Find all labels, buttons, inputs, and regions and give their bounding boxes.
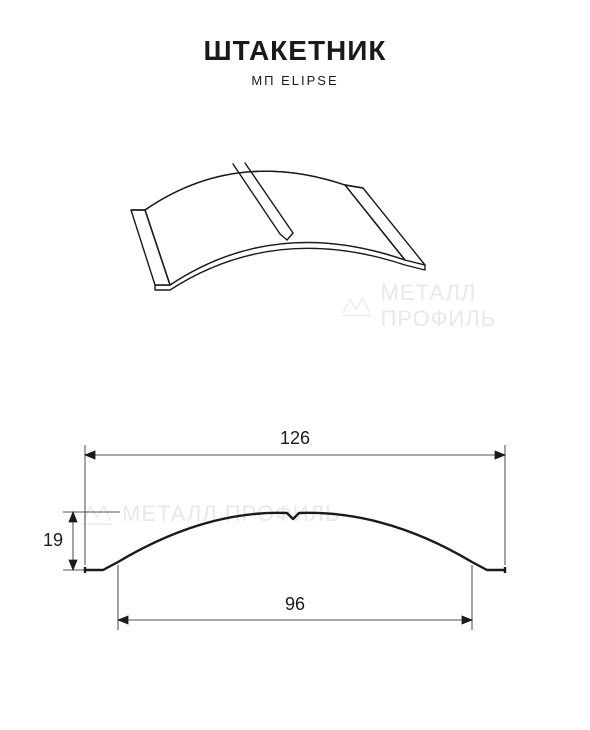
dimension-inner-width: 96 <box>285 594 305 615</box>
dimension-overall-width: 126 <box>280 428 310 449</box>
product-title: ШТАКЕТНИК <box>0 35 590 67</box>
isometric-view <box>105 130 485 310</box>
cross-section-view: 126 19 96 <box>45 420 545 650</box>
dimension-height: 19 <box>43 530 63 551</box>
title-block: ШТАКЕТНИК МП ELIPSE <box>0 0 590 88</box>
product-subtitle: МП ELIPSE <box>0 73 590 88</box>
